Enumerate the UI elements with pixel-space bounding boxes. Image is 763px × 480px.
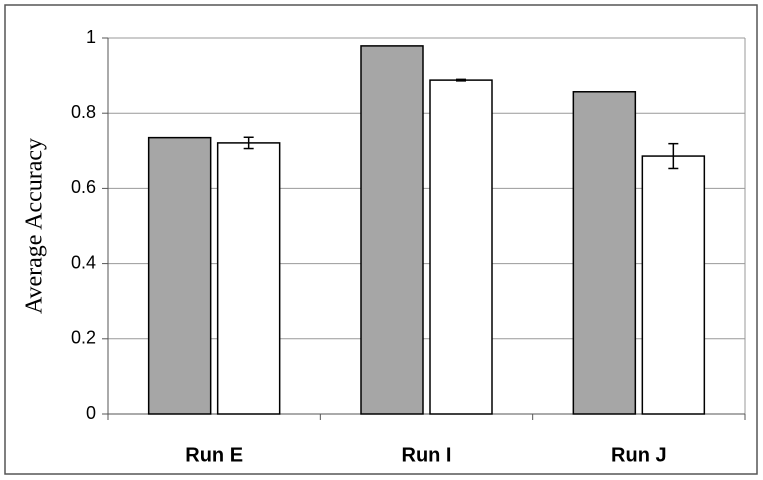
- x-tick-label: Run I: [402, 444, 452, 466]
- bar: [641, 155, 706, 415]
- bar: [429, 79, 493, 415]
- y-tick-label: 0.8: [71, 102, 96, 122]
- y-axis-label: Average Accuracy: [22, 138, 48, 314]
- error-bar: [243, 136, 254, 150]
- y-tick-label: 0.2: [71, 328, 96, 348]
- bar: [360, 45, 424, 415]
- bar: [572, 91, 637, 415]
- error-bar: [668, 142, 679, 170]
- y-tick-label: 0.6: [71, 177, 96, 197]
- error-bar: [456, 78, 466, 82]
- y-tick-label: 0: [86, 403, 96, 423]
- y-tick-label: 0.4: [71, 252, 96, 272]
- y-tick-label: 1: [86, 27, 96, 47]
- x-tick-label: Run J: [611, 444, 667, 466]
- bar: [147, 136, 212, 415]
- bar: [216, 142, 281, 415]
- x-tick-label: Run E: [185, 444, 243, 466]
